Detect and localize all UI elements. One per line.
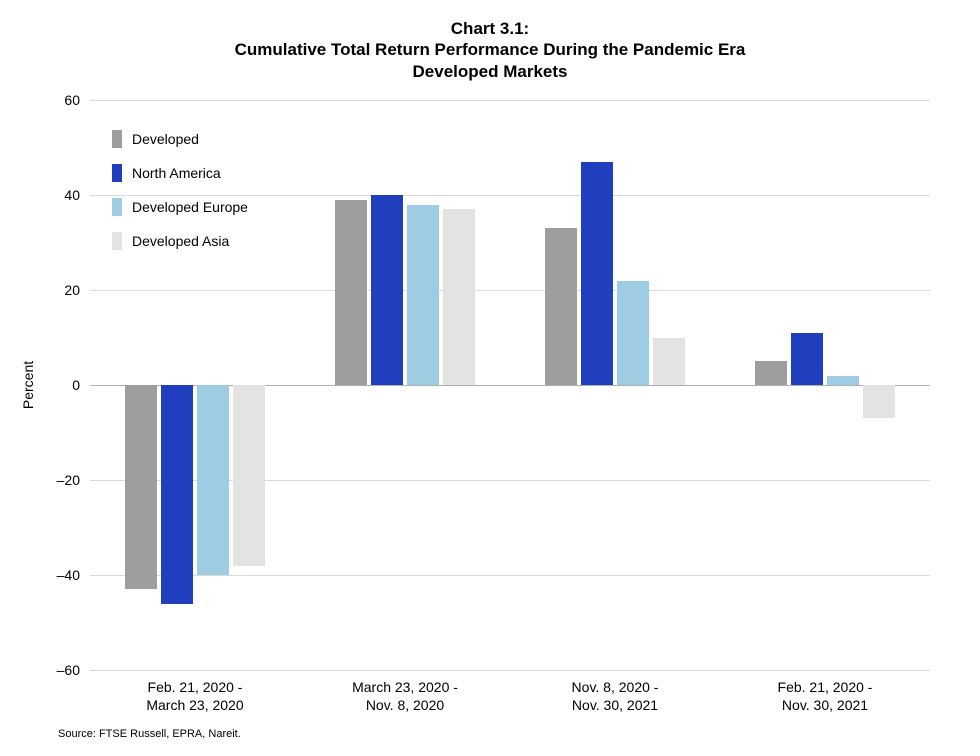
legend-swatch xyxy=(112,130,122,148)
x-category-label: Feb. 21, 2020 -Nov. 30, 2021 xyxy=(720,678,930,714)
bar xyxy=(617,281,649,386)
y-tick-label: –40 xyxy=(30,567,80,583)
bar xyxy=(545,228,577,385)
gridline xyxy=(90,100,930,101)
bar xyxy=(371,195,403,385)
bar xyxy=(755,361,787,385)
x-category-line: Nov. 8, 2020 - xyxy=(510,678,720,696)
bar xyxy=(863,385,895,418)
x-category-label: March 23, 2020 -Nov. 8, 2020 xyxy=(300,678,510,714)
x-category-line: Nov. 30, 2021 xyxy=(720,696,930,714)
legend-item: Developed xyxy=(112,122,248,156)
title-line-2: Cumulative Total Return Performance Duri… xyxy=(0,39,980,60)
chart-legend: Developed North America Developed Europe De… xyxy=(112,122,248,258)
bar xyxy=(197,385,229,575)
bar xyxy=(653,338,685,386)
y-tick-label: –60 xyxy=(30,662,80,678)
x-category-label: Nov. 8, 2020 -Nov. 30, 2021 xyxy=(510,678,720,714)
bar xyxy=(581,162,613,385)
chart-source: Source: FTSE Russell, EPRA, Nareit. xyxy=(58,728,241,740)
x-category-line: Nov. 8, 2020 xyxy=(300,696,510,714)
y-tick-label: 0 xyxy=(30,377,80,393)
legend-item: North America xyxy=(112,156,248,190)
bar xyxy=(827,376,859,386)
legend-label: Developed Asia xyxy=(132,233,229,249)
x-category-line: Feb. 21, 2020 - xyxy=(720,678,930,696)
y-tick-label: 20 xyxy=(30,282,80,298)
x-category-label: Feb. 21, 2020 -March 23, 2020 xyxy=(90,678,300,714)
bar xyxy=(407,205,439,386)
gridline xyxy=(90,290,930,291)
y-tick-label: –20 xyxy=(30,472,80,488)
y-tick-label: 40 xyxy=(30,187,80,203)
x-category-line: March 23, 2020 xyxy=(90,696,300,714)
legend-label: North America xyxy=(132,165,221,181)
title-line-3: Developed Markets xyxy=(0,61,980,82)
bar xyxy=(791,333,823,385)
x-category-line: March 23, 2020 - xyxy=(300,678,510,696)
legend-label: Developed Europe xyxy=(132,199,248,215)
y-tick-label: 60 xyxy=(30,92,80,108)
legend-swatch xyxy=(112,164,122,182)
bar xyxy=(233,385,265,566)
x-category-line: Nov. 30, 2021 xyxy=(510,696,720,714)
legend-swatch xyxy=(112,232,122,250)
bar xyxy=(125,385,157,589)
bar xyxy=(161,385,193,604)
legend-swatch xyxy=(112,198,122,216)
legend-item: Developed Asia xyxy=(112,224,248,258)
legend-item: Developed Europe xyxy=(112,190,248,224)
bar xyxy=(335,200,367,385)
chart-title: Chart 3.1: Cumulative Total Return Perfo… xyxy=(0,18,980,82)
x-category-line: Feb. 21, 2020 - xyxy=(90,678,300,696)
title-line-1: Chart 3.1: xyxy=(0,18,980,39)
bar xyxy=(443,209,475,385)
legend-label: Developed xyxy=(132,131,199,147)
gridline xyxy=(90,670,930,671)
gridline xyxy=(90,575,930,576)
